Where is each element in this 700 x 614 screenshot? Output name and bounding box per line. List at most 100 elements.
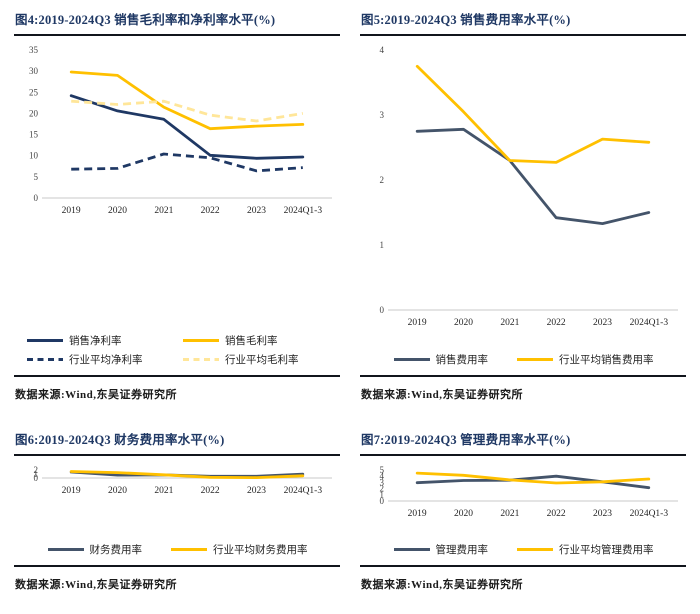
y-tick-label: 3 [380,477,385,487]
y-tick-label: 1 [380,489,385,499]
x-tick-label: 2023 [593,509,612,519]
x-tick-label: 2022 [201,206,220,216]
legend-label: 销售费用率 [435,354,489,366]
y-tick-label: 5 [380,465,385,475]
legend-label: 行业平均净利率 [69,354,143,366]
legend-marker-line [171,548,207,551]
y-tick-label: 35 [29,45,39,55]
figure-bottom-rule [360,374,686,377]
y-tick-label: 20 [29,108,39,118]
x-tick-label: 2022 [547,509,566,519]
legend-marker-line [183,338,219,342]
x-tick-label: 2020 [454,509,473,519]
chart-legend: 销售净利率 销售毛利率行业平均净利率 行业平均毛利率 [14,331,340,372]
y-tick-label: 1 [34,469,39,479]
y-tick-label: 0 [380,305,385,315]
legend-marker-line [517,357,553,361]
x-tick-label: 2019 [408,318,427,328]
x-tick-label: 2020 [454,318,473,328]
y-tick-label: 0 [34,193,39,203]
y-tick-label: 1 [380,240,385,250]
x-tick-label: 2022 [547,318,566,328]
series-line [415,64,651,164]
chart-svg: 0 1 2 3 4 2019 2020 2021 2022 2023 2024Q1-3 [380,45,678,328]
y-tick-label: 30 [29,66,39,76]
legend-marker-line [183,357,219,361]
legend-marker-line [47,548,84,551]
figure-block-5: 图5:2019-2024Q3 销售费用率水平(%) 0 1 2 3 4 2019 2020 2… [360,8,686,418]
legend-marker-line [27,338,63,342]
x-tick-label: 2023 [247,206,266,216]
x-tick-label: 2023 [593,318,612,328]
legend-item: 行业平均销售费用率 [516,352,654,367]
source-note: 数据来源:Wind,东吴证券研究所 [361,579,524,591]
chart-svg: 012 2019 2020 2021 2022 2023 2024Q1-3 [34,465,332,496]
x-tick-label: 2022 [201,486,220,496]
legend-item: 行业平均毛利率 [182,352,328,367]
y-tick-label: 0 [34,473,39,483]
y-tick-label: 4 [380,45,385,55]
y-tick-label: 4 [380,471,385,481]
y-tick-label: 15 [29,130,39,140]
x-tick-label: 2020 [108,486,127,496]
y-tick-label: 3 [380,110,385,120]
x-tick-label: 2021 [500,509,519,519]
legend-marker-line [517,548,553,551]
series-line [69,94,305,160]
x-tick-label: 2023 [247,486,266,496]
legend-marker-line [27,357,63,361]
legend-marker-line [393,357,430,361]
legend-label: 行业平均管理费用率 [559,545,654,556]
chart-legend: 财务费用率 行业平均财务费用率 [14,540,340,562]
legend-label: 销售毛利率 [225,335,278,347]
x-tick-label: 2021 [154,486,173,496]
y-tick-label: 5 [34,172,39,182]
x-tick-label: 2019 [62,486,81,496]
y-tick-label: 10 [29,151,39,161]
x-tick-label: 2024Q1-3 [630,318,669,328]
line-chart: 0 1 2 3 4 2019 2020 2021 2022 2023 2024Q1-3 [360,40,686,350]
chart-svg: 0 5 10 15 20 25 30 35 2019 2020 2021 2022 2023 2024Q1… [29,45,332,216]
series-line [69,469,305,479]
x-tick-label: 2024Q1-3 [284,486,323,496]
legend-item: 销售净利率 [26,333,172,348]
x-tick-label: 2021 [154,206,173,216]
figure-block-4: 图4:2019-2024Q3 销售毛利率和净利率水平(%) 0 5 10 15 20 25… [14,8,340,418]
chart-legend: 销售费用率 行业平均销售费用率 [360,350,686,372]
figure-bottom-rule [360,565,686,567]
legend-item: 财务费用率 [47,542,142,557]
series-line [415,474,651,489]
line-chart: 0 5 10 15 20 25 30 35 2019 2020 2021 2022 2023 2024Q1… [14,40,340,331]
legend-label: 行业平均财务费用率 [213,545,308,556]
y-tick-label: 2 [34,465,39,475]
x-tick-label: 2021 [500,318,519,328]
series-line [415,471,651,484]
figure-title: 图7:2019-2024Q3 管理费用率水平(%) [360,428,686,456]
x-tick-label: 2020 [108,206,127,216]
line-chart: 0 1 2 3 4 5 2019 2020 2021 2022 2023 2024Q1-3 [360,460,686,541]
legend-item: 销售费用率 [393,352,489,367]
figure-bottom-rule [14,374,340,377]
x-tick-label: 2019 [408,509,427,519]
legend-item: 销售毛利率 [182,333,328,348]
figure-block-7: 图7:2019-2024Q3 管理费用率水平(%) 0 1 2 3 4 5 2019 2020… [360,428,686,609]
y-tick-label: 2 [380,483,385,493]
source-note: 数据来源:Wind,东吴证券研究所 [15,388,178,401]
legend-item: 行业平均财务费用率 [170,542,308,557]
y-tick-label: 0 [380,496,385,506]
line-chart: 0 1 2 2019 2020 2021 2022 2023 2024Q1-3 [14,460,340,541]
legend-marker-line [393,548,430,551]
source-note: 数据来源:Wind,东吴证券研究所 [361,388,524,401]
legend-label: 行业平均毛利率 [225,354,299,366]
series-line [71,152,303,173]
x-tick-label: 2024Q1-3 [630,509,669,519]
figure-title: 图6:2019-2024Q3 财务费用率水平(%) [14,428,340,456]
series-line [71,99,304,123]
y-tick-label: 2 [380,175,385,185]
legend-label: 管理费用率 [435,545,489,556]
series-line [69,70,305,131]
series-line [415,127,651,226]
legend-item: 管理费用率 [393,542,489,557]
